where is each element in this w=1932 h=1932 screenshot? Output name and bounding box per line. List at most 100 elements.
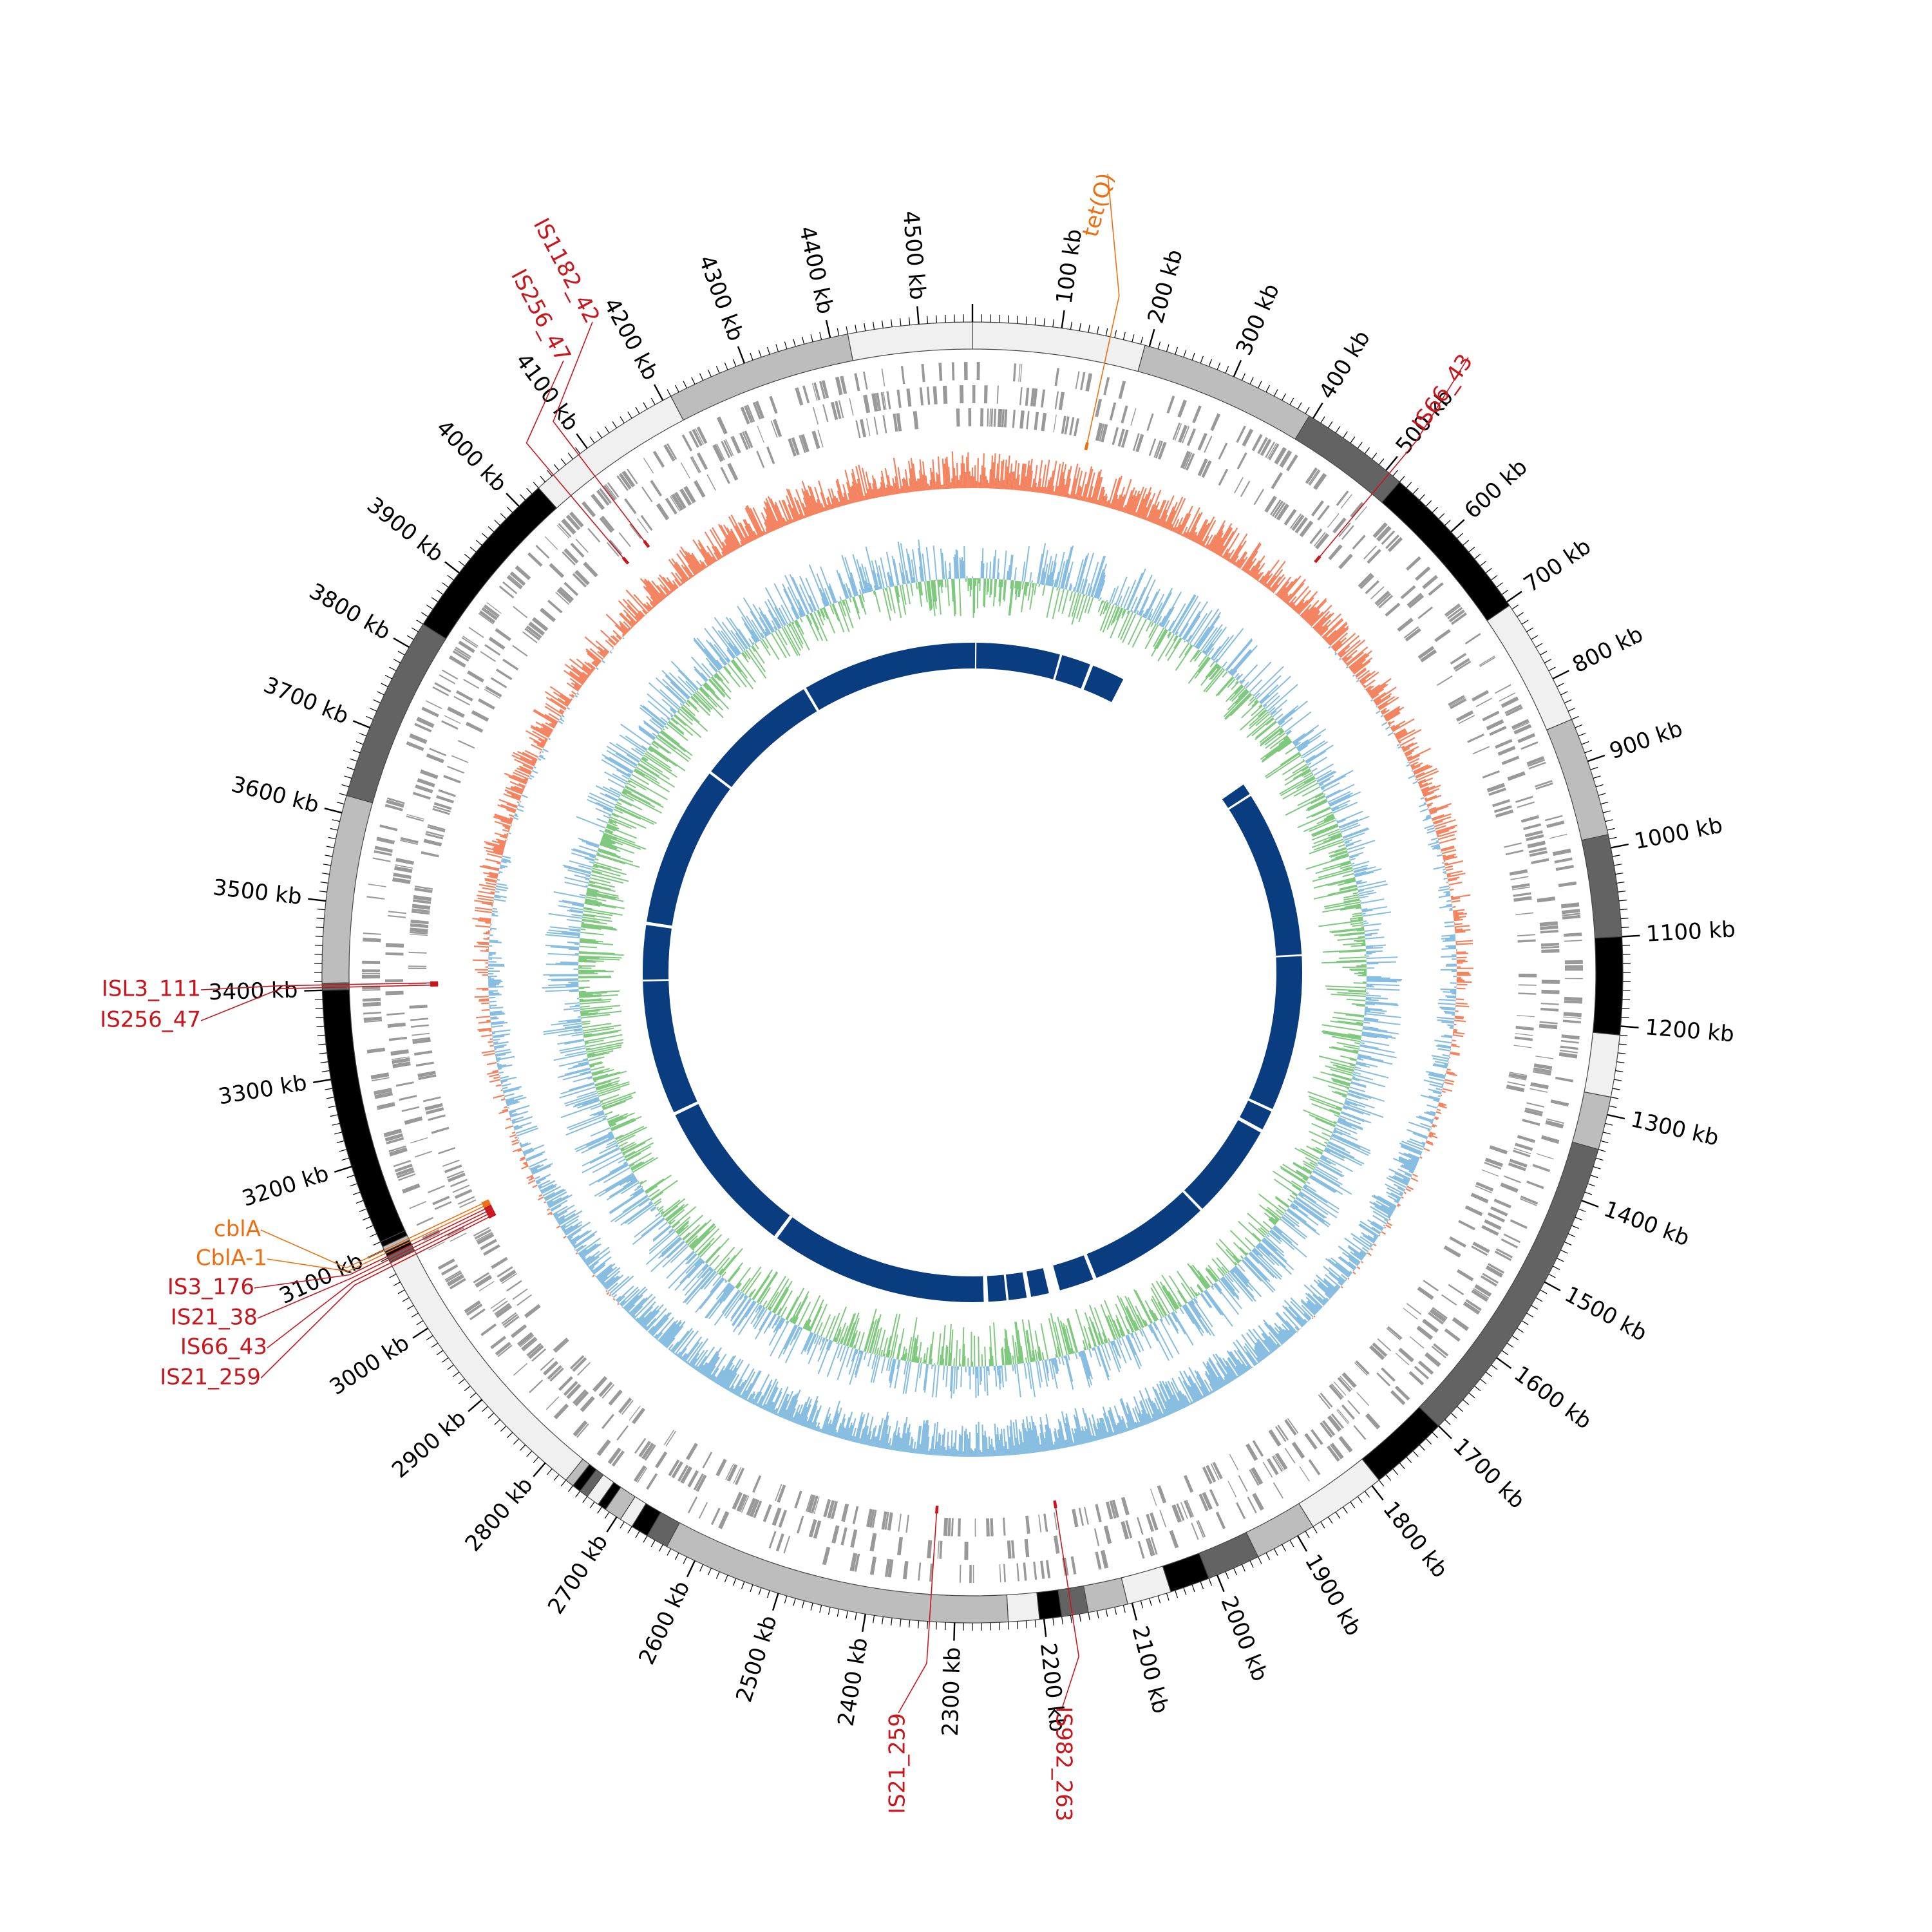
gc-skew-bar [569, 1238, 572, 1242]
gc-skew-bar [1055, 486, 1059, 496]
gc-skew-bar [720, 1365, 735, 1387]
gc-content-bar [1338, 1118, 1363, 1130]
gene-mark [663, 444, 676, 462]
gc-skew-bar [1392, 1157, 1416, 1170]
gc-content-bar [1257, 1244, 1271, 1256]
gene-mark [497, 1345, 513, 1358]
gc-skew-bar [537, 757, 542, 761]
gene-mark [1313, 473, 1327, 490]
gene-mark [1251, 433, 1263, 451]
gc-content-bar [1265, 754, 1302, 779]
gene-mark [475, 1274, 493, 1288]
gc-content-bar [1356, 1057, 1364, 1061]
gc-content-bar [1052, 587, 1061, 620]
gc-skew-bar [674, 1330, 694, 1356]
gc-skew-bar [1410, 764, 1415, 768]
gc-skew-bar [533, 708, 558, 724]
gc-content-bar [1361, 1033, 1388, 1039]
gc-skew-bar [560, 694, 571, 703]
gc-skew-bar [511, 1120, 516, 1123]
gene-mark [849, 398, 854, 416]
gc-content-bar [1312, 1076, 1350, 1089]
minor-tick [1615, 873, 1624, 875]
gc-content-bar [1326, 1144, 1365, 1165]
gc-skew-bar [494, 895, 507, 898]
minor-tick [330, 1114, 338, 1117]
gene-mark [368, 884, 386, 887]
gene-mark [1517, 1135, 1535, 1143]
gc-content-bar [1305, 855, 1349, 870]
minor-tick [344, 775, 352, 779]
gc-content-bar [1210, 645, 1221, 659]
gene-mark [596, 1439, 611, 1456]
gc-skew-bar [1428, 1133, 1438, 1139]
gc-skew-bar [1209, 524, 1225, 551]
gene-mark [887, 1512, 893, 1531]
gene-mark [392, 1057, 410, 1065]
gc-content-bar [1142, 1319, 1148, 1327]
gene-mark [1038, 1514, 1042, 1533]
gc-skew-bar [1025, 1416, 1032, 1454]
gene-mark [1511, 719, 1530, 730]
minor-tick [1350, 436, 1356, 444]
gc-skew-bar [489, 1074, 500, 1077]
gene-mark [1456, 1269, 1474, 1282]
gene-mark [996, 385, 999, 404]
gc-content-bar [1280, 1218, 1306, 1240]
gene-mark [1003, 409, 1008, 428]
gene-mark [1043, 1513, 1048, 1532]
gc-skew-bar [569, 658, 591, 676]
gene-mark [410, 923, 429, 929]
gc-skew-bar [1007, 473, 1010, 490]
gene-mark [1463, 1302, 1481, 1315]
gc-skew-bar [1071, 1428, 1077, 1446]
gc-skew-bar [511, 795, 521, 800]
gc-content-bar [1340, 861, 1351, 866]
gc-skew-bar [535, 726, 551, 736]
gc-skew-bar [1443, 853, 1456, 858]
gene-mark [752, 402, 762, 420]
gc-content-bar [1004, 1338, 1008, 1365]
gc-content-bar [1009, 554, 1012, 580]
gc-skew-bar [1352, 657, 1373, 674]
gc-content-bar [1356, 940, 1366, 943]
gc-skew-bar [1434, 1117, 1439, 1121]
gc-content-bar [1350, 857, 1356, 861]
gene-mark [753, 1501, 762, 1519]
gc-skew-bar [744, 526, 753, 542]
gc-content-bar [1322, 782, 1340, 793]
contig-segment [1581, 834, 1623, 939]
scale-label: 2700 kb [543, 1530, 613, 1619]
gc-skew-bar [571, 665, 589, 679]
gc-content-bar [1200, 1293, 1213, 1308]
gc-skew-bar [671, 1331, 689, 1353]
gene-mark [1493, 1198, 1511, 1209]
gc-content-bar [1307, 800, 1328, 811]
gc-content-bar [1314, 1168, 1343, 1186]
gc-content-bar [953, 1366, 956, 1394]
minor-tick [1378, 1480, 1385, 1487]
gc-content-bar [1364, 929, 1379, 932]
gc-content-bar [1062, 545, 1074, 589]
gc-skew-bar [574, 683, 582, 688]
gc-skew-bar [1318, 625, 1328, 634]
gc-content-bar [1349, 916, 1363, 920]
contig-segment [972, 321, 1146, 372]
gc-content-bar [1175, 631, 1179, 636]
gene-mark [1495, 810, 1514, 818]
gc-skew-bar [779, 1400, 788, 1417]
gc-skew-bar [1376, 710, 1381, 714]
gc-skew-bar [528, 1158, 547, 1168]
gene-mark [1555, 865, 1574, 871]
gc-skew-bar [818, 480, 829, 511]
gene-mark [808, 1519, 817, 1538]
gene-mark [490, 1298, 506, 1309]
gc-skew-bar [830, 488, 838, 508]
gc-skew-bar [1373, 1237, 1377, 1240]
gc-content-bar [1332, 1079, 1350, 1086]
gc-skew-bar [606, 1292, 610, 1295]
gene-mark [1018, 363, 1021, 382]
gc-skew-bar [1450, 895, 1454, 898]
gc-skew-bar [1444, 921, 1455, 924]
gc-skew-bar [631, 1305, 643, 1318]
